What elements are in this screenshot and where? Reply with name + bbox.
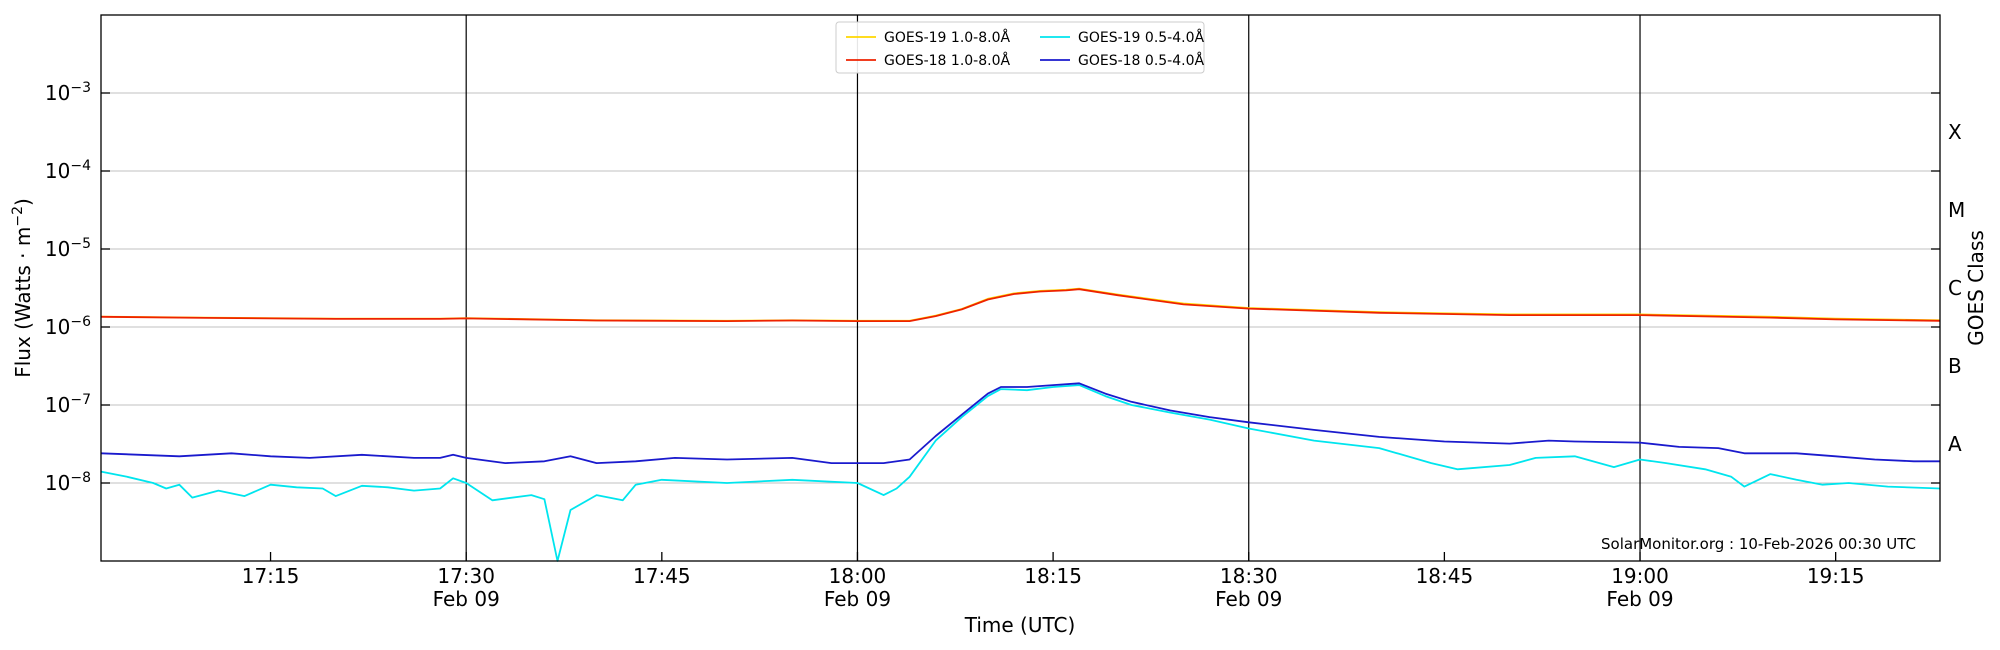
date-boundary-lines [465,15,1641,561]
attribution-text: SolarMonitor.org : 10-Feb-2026 00:30 UTC [1601,535,1916,553]
series-line-3 [100,382,1940,464]
series-line-2 [100,384,1941,562]
goes-class-label: A [1948,432,1962,456]
x-tick-label: 17:30 [437,564,495,588]
y-tick-label: 10−3 [45,80,91,105]
x-tick-label: 19:15 [1807,564,1865,588]
goes-class-axis-label: GOES Class [1964,230,1988,346]
x-axis-label: Time (UTC) [964,613,1076,637]
goes-class-label: B [1948,354,1962,378]
x-tick-label: 18:00 [829,564,887,588]
grid-lines [101,92,1940,484]
x-tick-label: 17:45 [633,564,691,588]
y-tick-label: 10−5 [45,236,91,261]
goes-class-labels: A B C M X [1948,120,1965,456]
series-lines [100,287,1941,562]
x-tick-label: 18:45 [1416,564,1474,588]
x-tick-label: 19:00 [1611,564,1669,588]
y-tick-label: 10−7 [45,392,91,417]
y-tick-label: 10−8 [45,470,91,495]
y-axis-label: Flux (Watts · m−2) [10,198,35,378]
legend-entry: GOES-19 0.5-4.0Å [1078,29,1204,46]
legend: GOES-19 1.0-8.0Å GOES-18 1.0-8.0Å GOES-19 … [835,21,1205,74]
y-tick-label: 10−4 [45,158,91,183]
plot-frame [100,14,1941,562]
legend-entry: GOES-19 1.0-8.0Å [884,29,1010,46]
legend-box [835,21,1205,74]
goes-class-label: C [1948,276,1962,300]
legend-entry: GOES-18 1.0-8.0Å [884,52,1010,69]
x-tick-label: 17:15 [242,564,300,588]
x-tick-date-label: Feb 09 [1215,587,1282,611]
series-line-1 [100,288,1941,322]
goes-class-label: X [1948,120,1962,144]
x-tick-label: 18:30 [1220,564,1278,588]
x-tick-label: 18:15 [1024,564,1082,588]
goes-class-label: M [1948,198,1965,222]
x-tick-date-label: Feb 09 [824,587,891,611]
y-axis-ticks: 10−8 10−7 10−6 10−5 10−4 10−3 [45,80,1940,495]
x-tick-date-label: Feb 09 [1606,587,1673,611]
y-tick-label: 10−6 [45,314,91,339]
x-tick-date-label: Feb 09 [433,587,500,611]
legend-entry: GOES-18 0.5-4.0Å [1078,52,1204,69]
